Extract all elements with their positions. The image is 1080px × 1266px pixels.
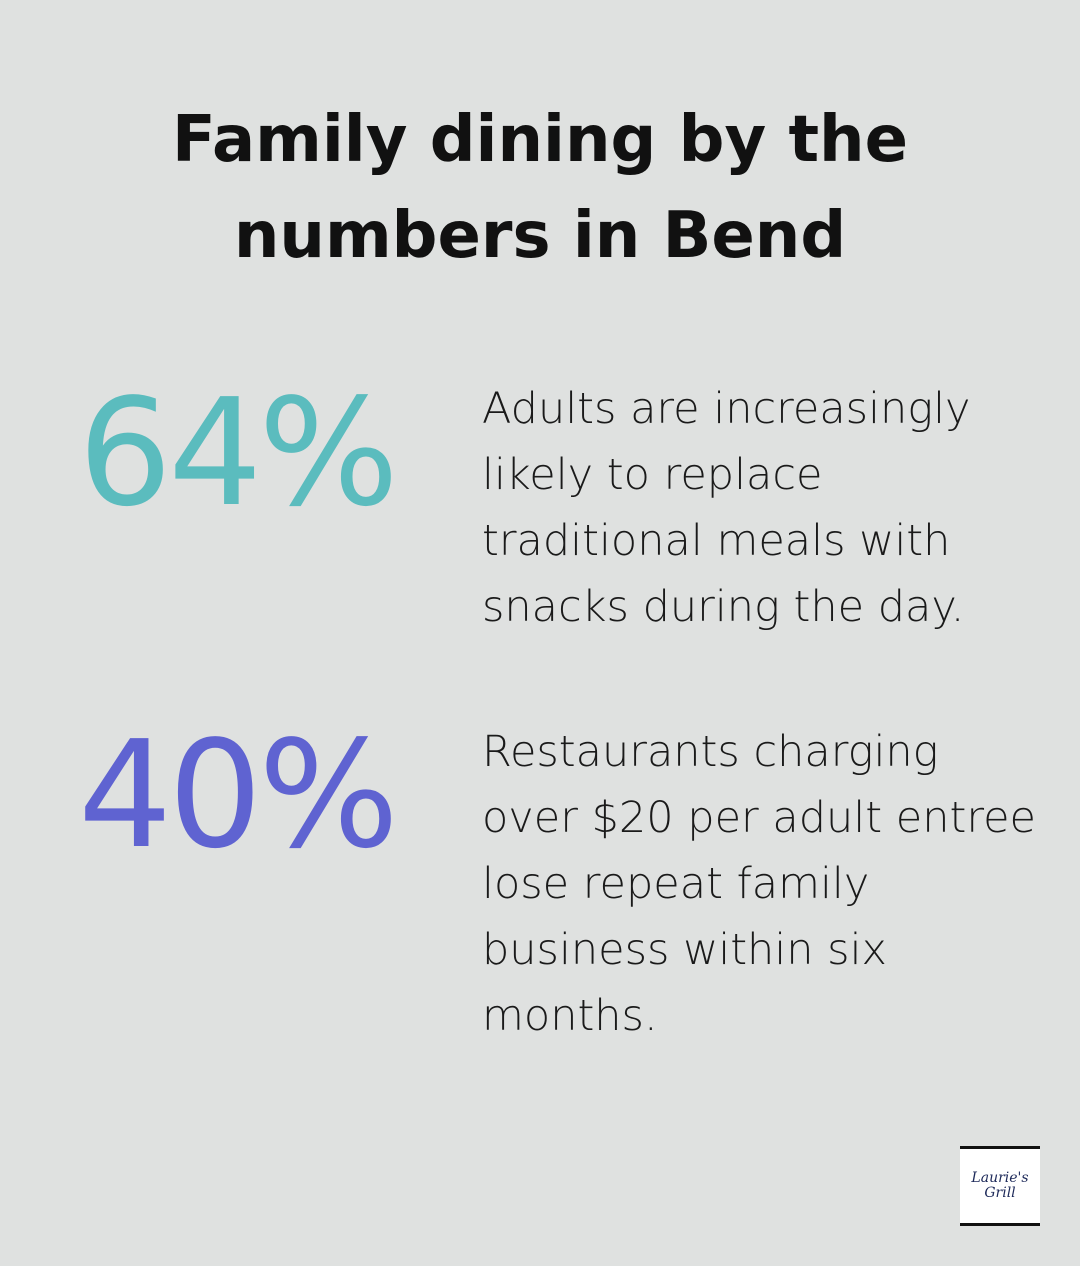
stat-value-40: 40% [78, 709, 399, 881]
stat-description-64: Adults are increasingly likely to replac… [482, 384, 971, 632]
logo-line-1: Laurie's [971, 1170, 1029, 1186]
stat-description-40: Restaurants charging over $20 per adult … [482, 727, 1036, 1041]
title-line-2: numbers in Bend [233, 199, 847, 273]
stat-value-64: 64% [78, 367, 399, 539]
lauries-grill-logo: Laurie's Grill [960, 1146, 1040, 1226]
page-title: Family dining by the numbers in Bend [0, 92, 1080, 284]
title-line-1: Family dining by the [172, 103, 908, 177]
logo-line-2: Grill [984, 1185, 1016, 1201]
